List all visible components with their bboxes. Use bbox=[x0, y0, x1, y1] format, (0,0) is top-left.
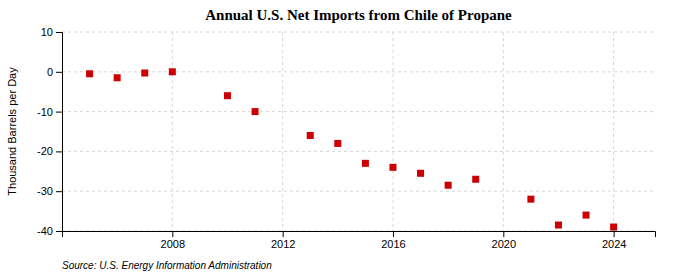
tick: -30 bbox=[37, 185, 62, 197]
grid-line-y bbox=[62, 151, 655, 152]
tick-label: 2016 bbox=[381, 238, 405, 250]
grid-line-x bbox=[172, 32, 173, 231]
point bbox=[334, 140, 341, 147]
points bbox=[86, 68, 617, 230]
grid-line-y bbox=[62, 191, 655, 192]
tick-mark bbox=[172, 231, 173, 237]
point bbox=[141, 69, 148, 76]
point bbox=[610, 224, 617, 231]
tick-label: -10 bbox=[37, 106, 53, 118]
grid-line-x bbox=[282, 32, 283, 231]
tick-mark bbox=[393, 231, 394, 237]
tick-label: 2020 bbox=[492, 238, 516, 250]
grid-line-y bbox=[62, 71, 655, 72]
tick-label: 10 bbox=[41, 26, 53, 38]
chart-container: 2008 2012 2016 2020 2024 10 0 -10 -20 -30 -40 Annua… bbox=[0, 0, 675, 275]
tick-label: 0 bbox=[47, 66, 53, 78]
tick: -10 bbox=[37, 106, 62, 118]
tick-mark bbox=[56, 191, 62, 192]
tick-label: -20 bbox=[37, 145, 53, 157]
y-axis: 10 0 -10 -20 -30 -40 bbox=[37, 26, 62, 237]
point bbox=[389, 164, 396, 171]
axis-line bbox=[63, 232, 656, 238]
point bbox=[86, 70, 93, 77]
grid-line-x bbox=[613, 32, 614, 231]
tick: 2024 bbox=[602, 231, 626, 250]
tick: 10 bbox=[41, 26, 62, 38]
chart-svg: 2008 2012 2016 2020 2024 10 0 -10 -20 -30 -40 Annua… bbox=[0, 0, 675, 275]
source-note: Source: U.S. Energy Information Administ… bbox=[62, 260, 272, 271]
grid bbox=[62, 32, 655, 231]
grid-line-x bbox=[392, 32, 393, 231]
tick: 2016 bbox=[381, 231, 405, 250]
tick: 2012 bbox=[271, 231, 295, 250]
tick-mark bbox=[503, 231, 504, 237]
tick-mark bbox=[614, 231, 615, 237]
tick-mark bbox=[283, 231, 284, 237]
tick-label: 2012 bbox=[271, 238, 295, 250]
tick: -20 bbox=[37, 145, 62, 157]
axis-line bbox=[56, 33, 63, 232]
tick: 0 bbox=[47, 66, 62, 78]
point bbox=[527, 196, 534, 203]
grid-line-x bbox=[503, 32, 504, 231]
tick-label: -30 bbox=[37, 185, 53, 197]
point bbox=[169, 68, 176, 75]
point bbox=[445, 182, 452, 189]
tick-mark bbox=[56, 151, 62, 152]
tick: 2008 bbox=[161, 231, 185, 250]
point bbox=[252, 108, 259, 115]
tick-mark bbox=[56, 72, 62, 73]
tick-label: -40 bbox=[37, 225, 53, 237]
tick-mark bbox=[56, 112, 62, 113]
point bbox=[307, 132, 314, 139]
point bbox=[555, 222, 562, 229]
y-axis-label: Thousand Barrels per Day bbox=[6, 67, 18, 196]
tick-mark bbox=[56, 231, 62, 232]
grid-line-y bbox=[62, 32, 655, 33]
point bbox=[583, 212, 590, 219]
tick: 2020 bbox=[492, 231, 516, 250]
point bbox=[417, 170, 424, 177]
tick: -40 bbox=[37, 225, 62, 237]
tick-label: 2024 bbox=[602, 238, 626, 250]
grid-line-y bbox=[62, 111, 655, 112]
title: Annual U.S. Net Imports from Chile of Pr… bbox=[205, 7, 512, 23]
tick-mark bbox=[56, 32, 62, 33]
plot-area: 2008 2012 2016 2020 2024 10 0 -10 -20 -30 -40 bbox=[37, 26, 655, 250]
point bbox=[362, 160, 369, 167]
point bbox=[114, 74, 121, 81]
point bbox=[224, 92, 231, 99]
point bbox=[472, 176, 479, 183]
x-axis: 2008 2012 2016 2020 2024 bbox=[63, 231, 656, 250]
tick-label: 2008 bbox=[161, 238, 185, 250]
